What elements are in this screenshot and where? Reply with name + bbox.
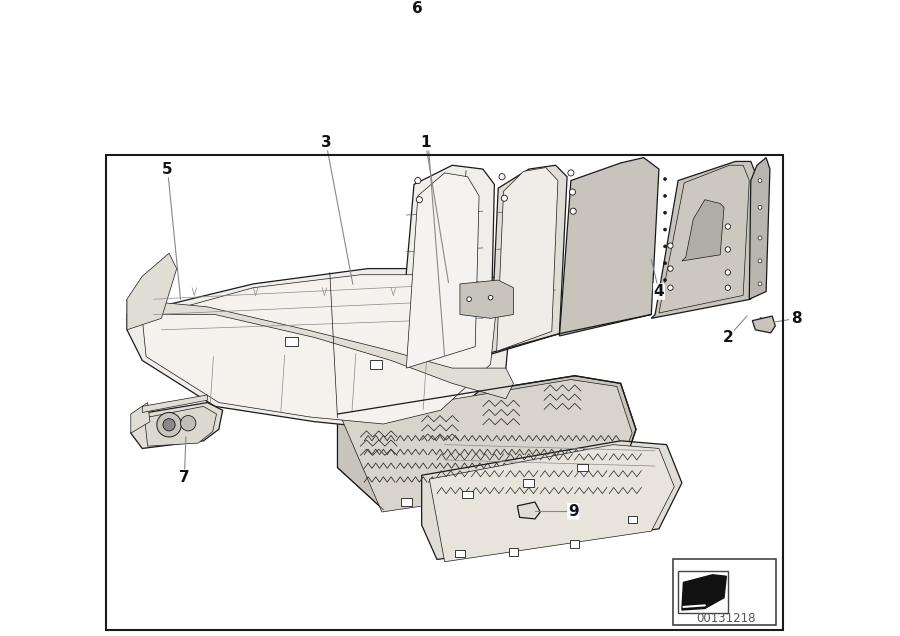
Circle shape	[668, 285, 673, 291]
Bar	[571, 541, 580, 548]
Text: 6: 6	[412, 1, 423, 16]
Circle shape	[758, 282, 762, 286]
Circle shape	[157, 413, 181, 437]
Bar	[678, 571, 728, 613]
Circle shape	[663, 261, 667, 265]
Circle shape	[467, 297, 472, 301]
Circle shape	[725, 285, 731, 291]
Circle shape	[663, 228, 667, 231]
Circle shape	[668, 266, 673, 272]
Polygon shape	[652, 162, 757, 319]
Circle shape	[725, 247, 731, 252]
Circle shape	[668, 243, 673, 248]
Circle shape	[571, 208, 576, 214]
Polygon shape	[130, 403, 150, 433]
Polygon shape	[399, 165, 494, 376]
Polygon shape	[518, 502, 540, 519]
Bar	[508, 548, 518, 556]
Bar	[370, 360, 382, 369]
Polygon shape	[560, 158, 659, 336]
Polygon shape	[127, 253, 176, 330]
Circle shape	[163, 418, 176, 431]
Circle shape	[570, 189, 575, 195]
Circle shape	[663, 177, 667, 181]
Polygon shape	[491, 165, 567, 354]
Polygon shape	[422, 441, 682, 560]
Polygon shape	[497, 167, 558, 351]
Polygon shape	[145, 406, 217, 446]
Bar	[463, 490, 473, 498]
Circle shape	[758, 259, 762, 263]
Polygon shape	[406, 173, 479, 368]
Polygon shape	[341, 380, 632, 512]
Polygon shape	[142, 275, 499, 424]
Bar	[285, 336, 298, 346]
Circle shape	[415, 177, 421, 184]
Text: 8: 8	[791, 311, 802, 326]
Circle shape	[501, 195, 508, 201]
Circle shape	[568, 170, 574, 176]
Polygon shape	[130, 403, 222, 448]
Circle shape	[663, 279, 667, 282]
Polygon shape	[750, 158, 770, 299]
Polygon shape	[338, 376, 636, 509]
Text: 9: 9	[568, 504, 579, 519]
Text: 2: 2	[723, 330, 734, 345]
Polygon shape	[460, 280, 514, 319]
Circle shape	[758, 205, 762, 209]
Circle shape	[725, 224, 731, 229]
Bar	[577, 464, 588, 471]
Bar	[672, 560, 776, 625]
Circle shape	[758, 179, 762, 183]
Circle shape	[663, 245, 667, 248]
Bar	[627, 516, 636, 523]
Circle shape	[663, 195, 667, 197]
Circle shape	[725, 270, 731, 275]
Polygon shape	[429, 445, 674, 562]
Polygon shape	[752, 316, 775, 333]
Text: 3: 3	[320, 135, 331, 150]
Polygon shape	[127, 268, 514, 429]
Polygon shape	[682, 575, 726, 610]
Bar	[401, 498, 411, 506]
Polygon shape	[127, 299, 514, 399]
Circle shape	[499, 174, 505, 180]
Text: 4: 4	[653, 284, 664, 299]
Circle shape	[181, 415, 196, 431]
Polygon shape	[659, 165, 750, 313]
Circle shape	[417, 197, 422, 203]
Bar	[455, 550, 464, 557]
Polygon shape	[682, 200, 724, 261]
Text: 00131218: 00131218	[697, 612, 756, 625]
Circle shape	[758, 236, 762, 240]
Circle shape	[488, 295, 493, 300]
Text: 1: 1	[420, 135, 431, 150]
Polygon shape	[142, 395, 207, 413]
Text: 5: 5	[162, 162, 173, 177]
Text: 7: 7	[179, 470, 190, 485]
Circle shape	[663, 211, 667, 214]
Bar	[524, 479, 535, 487]
